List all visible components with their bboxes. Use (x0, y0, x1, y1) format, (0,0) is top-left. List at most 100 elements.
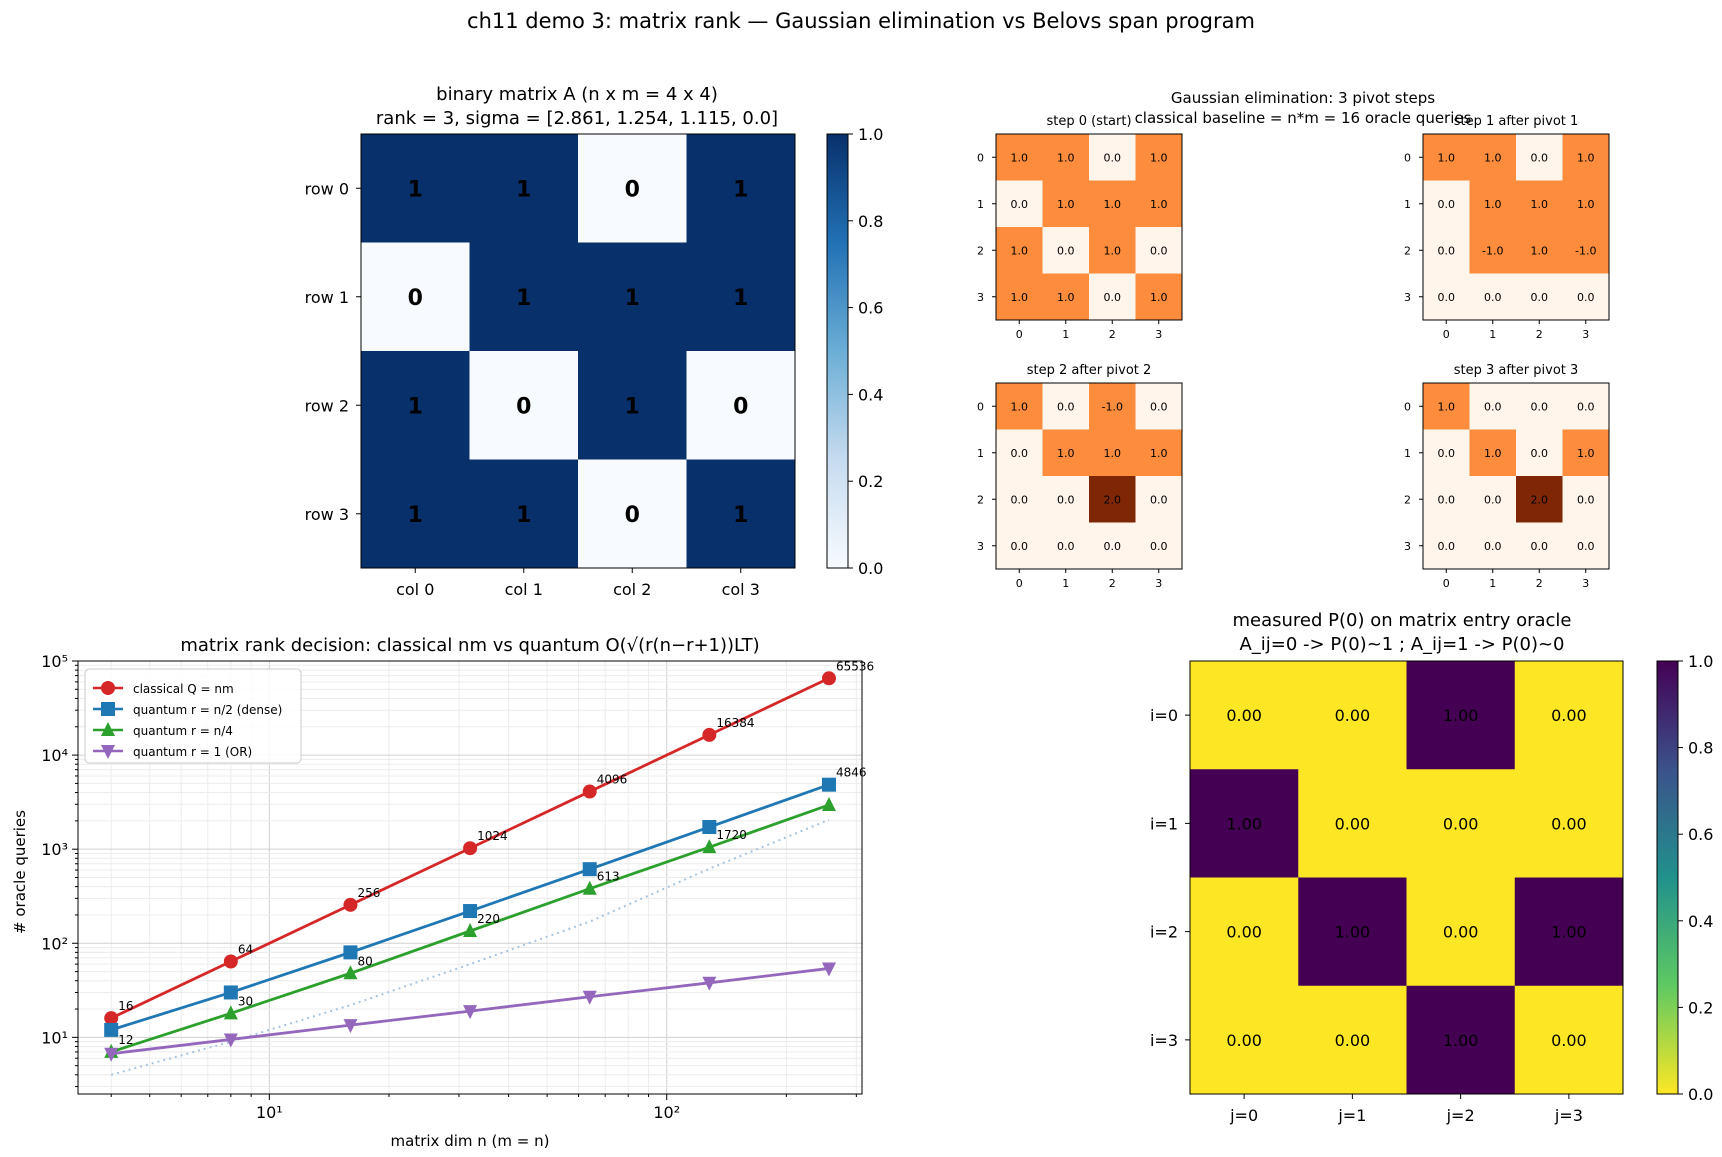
matrix-cell-label: 1 (625, 286, 640, 311)
query-scaling-ylabel: # oracle queries (11, 810, 29, 934)
marker-circle (821, 671, 836, 686)
p0-colorbar-tick-label: 1.0 (1688, 652, 1713, 671)
p0-colorbar-tick-label: 0.0 (1688, 1085, 1713, 1104)
row-label: row 2 (305, 396, 349, 415)
gauss-cell (1469, 273, 1517, 321)
gauss-cell-label: 1.0 (1011, 400, 1029, 413)
gauss-step-title: step 1 after pivot 1 (1454, 114, 1579, 129)
gauss-frame (1422, 133, 1610, 321)
gauss-col-tick-label: 1 (1489, 577, 1496, 590)
p0-colorbar-tick-label: 0.6 (1688, 825, 1713, 844)
gauss-cell-label: 1.0 (1438, 400, 1456, 413)
gauss-row-tick-label: 3 (1404, 540, 1411, 553)
gauss-cell-label: 1.0 (1057, 447, 1075, 460)
p0-cell-label: 1.00 (1443, 1031, 1479, 1050)
gauss-row-tick-label: 2 (1404, 244, 1411, 257)
matrix-cell (469, 242, 579, 352)
gauss-row-tick-label: 1 (977, 447, 984, 460)
gauss-cell-label: 1.0 (1531, 198, 1549, 211)
gauss-row-tick-label: 2 (1404, 493, 1411, 506)
marker-triangle-up (101, 722, 115, 736)
p0-cell (1406, 769, 1516, 878)
gauss-step-3: step 3 after pivot 3 1.0 0.0 0.0 0.0 0.0 1.0 0.… (1404, 363, 1610, 590)
gauss-cell (1562, 522, 1610, 570)
p0-colorbar-tick-label: 0.2 (1688, 998, 1713, 1017)
p0-cell-label: 0.00 (1551, 1031, 1587, 1050)
data-label: 16 (118, 999, 133, 1013)
marker-triangle-up (463, 923, 478, 938)
gauss-cell (1469, 134, 1517, 181)
matrix-cell-label: 1 (733, 503, 748, 528)
p0-cell (1298, 985, 1407, 1095)
x-tick-label: 10² (653, 1103, 680, 1122)
marker-circle (101, 681, 115, 695)
gauss-cell (1423, 180, 1470, 228)
grid (72, 660, 862, 1100)
matrix-cell-label: 0 (625, 177, 640, 202)
p0-cell-label: 0.00 (1226, 923, 1262, 942)
gauss-cell-label: 0.0 (1011, 540, 1029, 553)
p0-cell (1406, 985, 1516, 1095)
gauss-cell-label: 0.0 (1484, 400, 1502, 413)
matrix-cell-label: 1 (408, 394, 423, 419)
gauss-cell (1469, 522, 1517, 570)
p0-cell-label: 0.00 (1335, 814, 1371, 833)
gauss-cell (1135, 273, 1183, 321)
query-scaling-panel: matrix rank decision: classical nm vs qu… (11, 635, 874, 1150)
gauss-cell (996, 476, 1043, 523)
gauss-col-tick-label: 3 (1155, 577, 1162, 590)
matrix-cell (686, 134, 796, 243)
gauss-row-tick-label: 1 (1404, 447, 1411, 460)
gauss-cell (996, 180, 1043, 228)
gauss-col-tick-label: 1 (1062, 577, 1069, 590)
matrix-cell (469, 459, 579, 569)
matrix-cell-label: 1 (516, 177, 531, 202)
y-tick-label: 10⁵ (41, 652, 68, 671)
row-label: row 3 (305, 505, 349, 524)
gauss-cell (1469, 429, 1517, 477)
data-label: 16384 (716, 716, 754, 730)
p0-cell (1298, 877, 1407, 987)
gauss-cell-label: 0.0 (1104, 540, 1122, 553)
legend-label: quantum r = n/4 (133, 724, 233, 738)
gauss-col-tick-label: 0 (1016, 328, 1023, 341)
gauss-cell-label: 1.0 (1104, 447, 1122, 460)
gauss-cell (996, 273, 1043, 321)
gauss-cell (1042, 429, 1090, 477)
gauss-cell-label: 2.0 (1531, 493, 1549, 506)
matrix-cell-label: 1 (625, 394, 640, 419)
gauss-cell (1089, 476, 1136, 523)
gauss-cell (1516, 476, 1563, 523)
gauss-cell (1423, 429, 1470, 477)
gauss-steps: step 0 (start) 1.0 1.0 0.0 1.0 0.0 1.0 1.0 1.0 1.… (977, 114, 1610, 590)
marker-square (582, 862, 597, 877)
gauss-cell (1562, 429, 1610, 477)
y-tick-label: 10⁴ (41, 746, 68, 765)
gauss-cell-label: 0.0 (1438, 244, 1456, 257)
gauss-cell-label: 0.0 (1057, 540, 1075, 553)
p0-row-label: i=1 (1150, 814, 1178, 833)
gauss-row-tick-label: 1 (977, 198, 984, 211)
col-label: col 2 (613, 580, 651, 599)
gauss-cell-label: 0.0 (1057, 400, 1075, 413)
gauss-cell (1516, 273, 1563, 321)
p0-col-label: j=1 (1337, 1106, 1366, 1125)
gauss-cell (1135, 383, 1183, 430)
binary-matrix-title-line1: binary matrix A (n x m = 4 x 4) (436, 84, 718, 105)
gauss-cell (996, 383, 1043, 430)
gauss-cell (1042, 273, 1090, 321)
p0-cell-label: 0.00 (1551, 706, 1587, 725)
gauss-cell (1516, 383, 1563, 430)
row-label: row 0 (305, 179, 349, 198)
measured-p0-colorbar (1656, 660, 1679, 1095)
legend-label: quantum r = 1 (OR) (133, 745, 252, 759)
gauss-cell-label: 0.0 (1484, 493, 1502, 506)
data-label: 80 (357, 954, 372, 968)
gauss-cell-label: 1.0 (1484, 151, 1502, 164)
colorbar-tick-label: 0.8 (858, 212, 883, 231)
gauss-cell (1423, 227, 1470, 274)
matrix-cell (578, 459, 687, 569)
gauss-cell-label: 1.0 (1011, 151, 1029, 164)
measured-p0-title-line2: A_ij=0 -> P(0)~1 ; A_ij=1 -> P(0)~0 (1239, 634, 1564, 655)
gauss-cell-label: 1.0 (1104, 198, 1122, 211)
